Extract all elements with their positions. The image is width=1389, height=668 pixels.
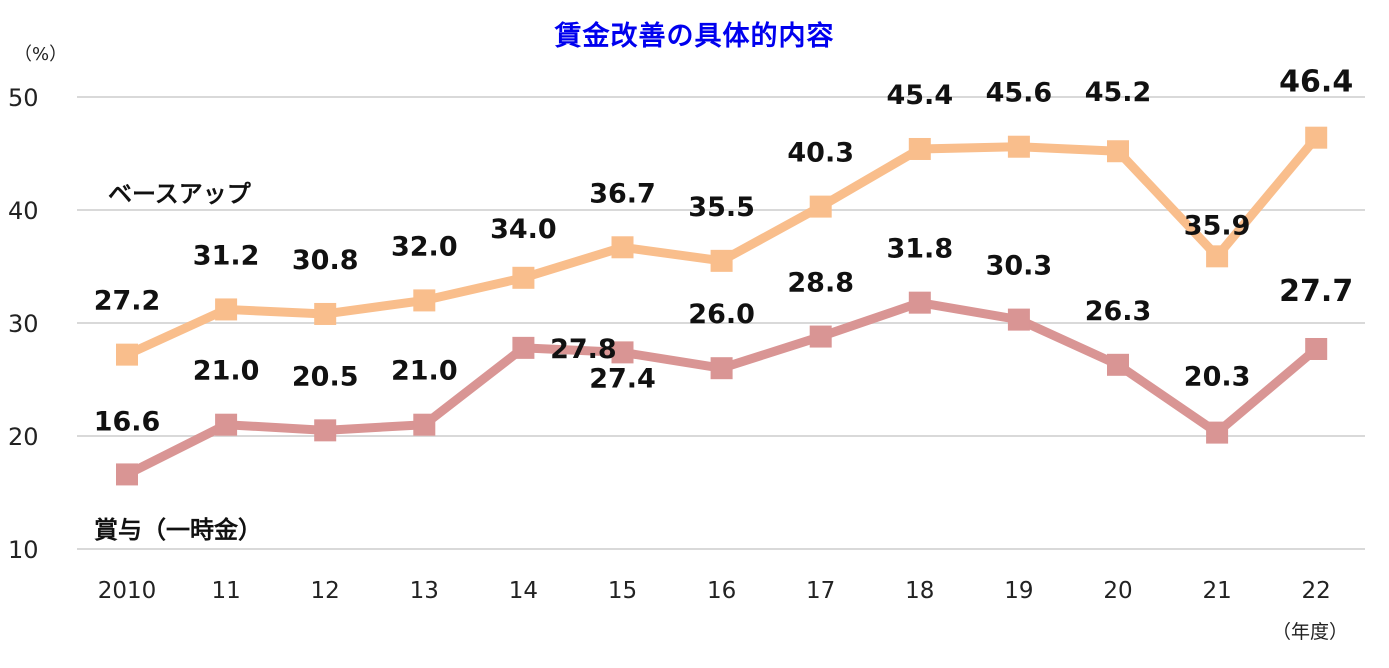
data-label: 45.2: [1085, 77, 1152, 108]
data-label: 36.7: [589, 178, 656, 209]
data-label: 16.6: [94, 406, 161, 437]
data-point-marker: [413, 289, 436, 312]
data-label: 30.8: [292, 245, 359, 276]
data-point-marker: [908, 137, 931, 160]
y-tick-label: 20: [8, 423, 39, 451]
data-point-marker: [1007, 308, 1030, 331]
chart-title: 賃金改善の具体的内容: [554, 21, 835, 52]
data-label: 27.8: [550, 334, 617, 365]
data-point-marker: [512, 336, 535, 359]
data-point-marker: [908, 291, 931, 314]
x-tick-label: 16: [707, 578, 736, 604]
gridlines: [77, 96, 1365, 550]
data-label: 40.3: [787, 138, 854, 169]
y-axis-unit-label: （%）: [14, 44, 68, 65]
data-label: 26.3: [1085, 296, 1152, 327]
data-label: 31.2: [193, 240, 260, 271]
x-tick-label: 19: [1004, 578, 1033, 604]
y-tick-label: 30: [8, 310, 39, 338]
data-label: 30.3: [986, 251, 1053, 282]
data-point-marker: [1305, 337, 1328, 360]
x-tick-label: 20: [1103, 578, 1132, 604]
data-point-marker: [314, 302, 337, 325]
data-label: 27.7: [1279, 274, 1353, 309]
data-point-marker: [809, 325, 832, 348]
data-point-marker: [1206, 421, 1229, 444]
x-tick-label: 2010: [98, 578, 157, 604]
data-point-marker: [116, 343, 138, 366]
data-point-marker: [611, 236, 634, 259]
data-point-marker: [215, 298, 238, 321]
data-label: 35.9: [1184, 210, 1251, 241]
series-lines: [116, 126, 1328, 486]
data-label: 35.5: [688, 192, 755, 223]
data-point-marker: [710, 249, 733, 272]
data-label: 27.2: [94, 286, 161, 317]
data-label: 45.4: [886, 80, 953, 111]
x-tick-label: 11: [211, 578, 240, 604]
x-tick-label: 15: [608, 578, 637, 604]
data-label: 34.0: [490, 214, 557, 245]
data-labels: 27.2 31.2 30.8 32.0 34.0 36.7 35.5 40.3 45.4 45.6…: [94, 65, 1354, 438]
series-label-base-up: ベースアップ: [108, 180, 251, 208]
data-point-marker: [1107, 353, 1129, 376]
data-label: 20.3: [1184, 362, 1251, 393]
x-tick-label: 14: [509, 578, 538, 604]
data-point-marker: [710, 357, 733, 380]
x-tick-label: 22: [1302, 578, 1331, 604]
data-label: 28.8: [787, 268, 854, 299]
x-axis-unit-label: （年度）: [1272, 621, 1349, 643]
data-label: 27.4: [589, 363, 656, 394]
data-label: 31.8: [886, 234, 953, 265]
data-point-marker: [1305, 126, 1328, 149]
x-tick-label: 12: [311, 578, 340, 604]
data-point-marker: [512, 266, 535, 289]
data-label: 45.6: [986, 78, 1053, 109]
x-axis-ticks: 2010 11 12 13 14 15 16 17 18 19 20 21 22: [98, 578, 1331, 604]
data-point-marker: [413, 413, 436, 436]
y-tick-label: 40: [8, 197, 39, 225]
data-point-marker: [1107, 140, 1129, 163]
data-label: 46.4: [1279, 65, 1353, 100]
x-tick-label: 17: [806, 578, 835, 604]
data-point-marker: [809, 195, 832, 218]
data-label: 26.0: [688, 299, 755, 330]
data-point-marker: [314, 419, 337, 442]
x-tick-label: 18: [905, 578, 934, 604]
data-point-marker: [215, 413, 238, 436]
y-tick-label: 50: [8, 84, 39, 112]
data-label: 21.0: [391, 356, 458, 387]
data-point-marker: [1206, 245, 1229, 268]
data-label: 21.0: [193, 356, 260, 387]
x-tick-label: 13: [410, 578, 439, 604]
y-tick-label: 10: [8, 536, 39, 564]
data-point-marker: [1007, 135, 1030, 158]
data-label: 32.0: [391, 231, 458, 262]
x-tick-label: 21: [1202, 578, 1231, 604]
data-point-marker: [116, 463, 138, 486]
series-label-bonus: 賞与（一時金）: [94, 516, 262, 544]
y-axis-ticks: 10 20 30 40 50: [8, 84, 39, 564]
data-point-marker: [611, 341, 634, 364]
data-label: 20.5: [292, 361, 359, 392]
